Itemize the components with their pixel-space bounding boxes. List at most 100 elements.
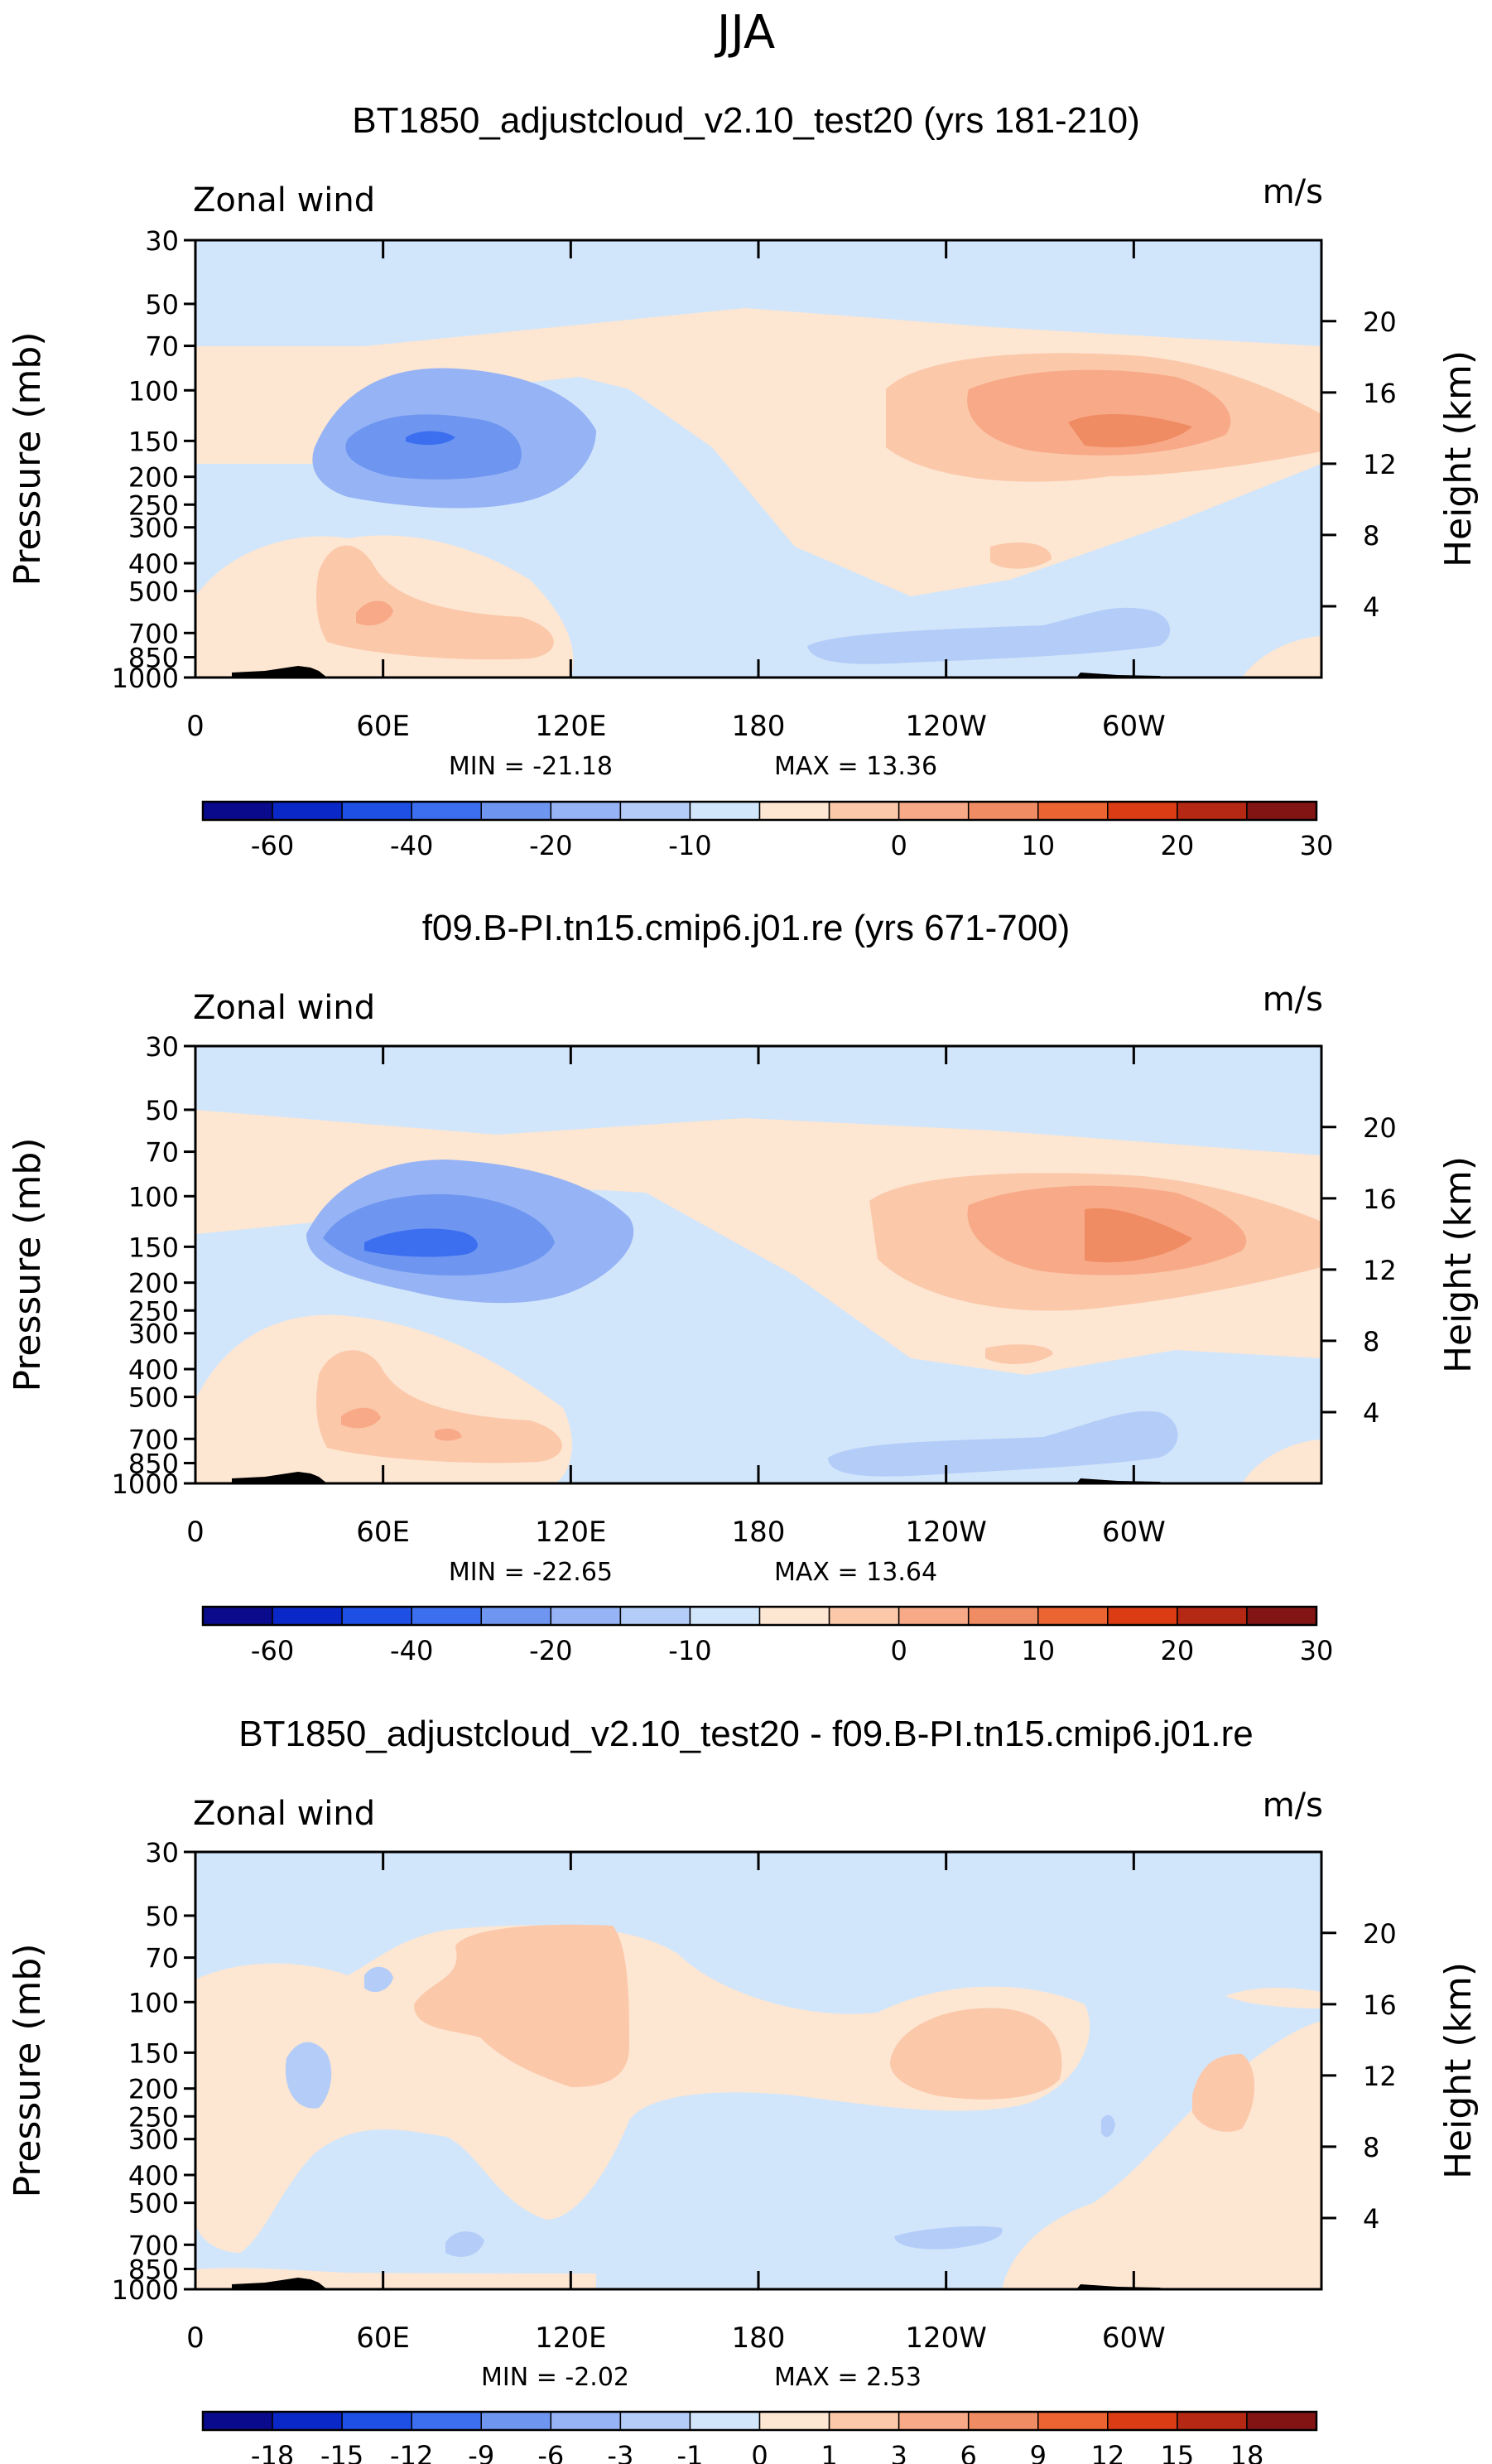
contour-fill-blue-jet-middle — [345, 414, 522, 480]
colorbar-swatch — [1107, 1606, 1178, 1626]
colorbar-label: -10 — [668, 1635, 711, 1666]
y-tick-label: 100 — [128, 1987, 179, 2018]
colorbar-swatch — [1246, 801, 1317, 821]
colorbar-swatch — [619, 1606, 691, 1626]
colorbar-swatch — [202, 1606, 273, 1626]
colorbar-swatch — [689, 801, 761, 821]
colorbar-swatch — [411, 801, 482, 821]
colorbar-label: 0 — [751, 2440, 768, 2464]
x-tick-label: 180 — [732, 1516, 786, 1549]
y-tick-label: 70 — [145, 1943, 179, 1975]
x-tick-label: 60E — [356, 710, 410, 743]
x-tick-label: 0 — [186, 1516, 205, 1549]
x-tick-label: 180 — [732, 2322, 786, 2355]
y-tick-label: 150 — [128, 2037, 179, 2069]
colorbar-swatch — [272, 801, 343, 821]
colorbar-swatch — [828, 801, 900, 821]
height-tick-label: 8 — [1363, 1326, 1379, 1357]
y-axis-title-pressure: Pressure (mb) — [7, 1944, 49, 2198]
colorbar-label: 15 — [1161, 2440, 1195, 2464]
y-tick-label: 1000 — [112, 1468, 179, 1500]
height-tick-label: 16 — [1363, 378, 1397, 409]
contour-fill-salmon-lower — [316, 545, 554, 660]
x-tick-label: 60W — [1102, 710, 1166, 743]
height-tick-label: 4 — [1363, 1397, 1379, 1429]
height-tick-label: 12 — [1363, 1255, 1397, 1286]
panel-1-variable-label: Zonal wind — [193, 181, 375, 219]
colorbar-swatch — [1177, 801, 1248, 821]
colorbar-label: 20 — [1161, 830, 1195, 861]
colorbar-swatch — [341, 801, 412, 821]
colorbar-swatch — [550, 1606, 622, 1626]
colorbar-frame — [201, 2410, 1318, 2432]
colorbar-swatch — [1177, 2411, 1248, 2431]
colorbar-swatch — [967, 801, 1039, 821]
colorbar-swatch — [341, 2411, 412, 2431]
panel-1-colorbar: -60 -40 -20 -10 0 10 20 30 — [201, 800, 1333, 861]
colorbar-swatch — [1107, 2411, 1178, 2431]
colorbar-swatch — [550, 801, 622, 821]
height-tick-label: 8 — [1363, 520, 1379, 552]
contour-fill-deep-orange-jet — [1068, 413, 1192, 448]
colorbar-label: 9 — [1030, 2440, 1047, 2464]
contour-fill-blue-lower — [807, 607, 1171, 664]
colorbar-label: 0 — [890, 830, 907, 861]
topography — [232, 2278, 327, 2289]
colorbar-swatch — [272, 1606, 343, 1626]
panel-2-max: MAX = 13.64 — [774, 1558, 937, 1587]
contour-fill-deep-orange-jet — [1085, 1208, 1192, 1263]
colorbar-label: -15 — [320, 2440, 363, 2464]
y-tick-label: 250 — [128, 1295, 179, 1327]
panel-1-max: MAX = 13.36 — [774, 752, 937, 781]
contour-fill-blue-b — [364, 1966, 393, 1993]
colorbar-swatch — [1037, 801, 1109, 821]
colorbar-swatch — [480, 1606, 552, 1626]
panel-2-variable-label: Zonal wind — [193, 989, 375, 1027]
panel-2-title: f09.B-PI.tn15.cmip6.j01.re (yrs 671-700) — [422, 908, 1071, 948]
colorbar-label: -60 — [251, 830, 294, 861]
panel-1: BT1850_adjustcloud_v2.10_test20 (yrs 181… — [7, 100, 1480, 861]
colorbar-label: -20 — [529, 1635, 572, 1666]
colorbar-swatch — [1246, 1606, 1317, 1626]
colorbar-swatch — [967, 1606, 1039, 1626]
panel-3-max: MAX = 2.53 — [774, 2363, 922, 2392]
y-axis-title-height: Height (km) — [1437, 1962, 1480, 2179]
y-tick-label: 700 — [128, 618, 179, 649]
colorbar-swatch — [758, 801, 830, 821]
panel-3-units-label: m/s — [1263, 1787, 1323, 1825]
y-tick-label: 700 — [128, 1424, 179, 1455]
contour-fill-blue-d — [894, 2226, 1003, 2249]
colorbar-swatch — [619, 2411, 691, 2431]
colorbar-label: -20 — [529, 830, 572, 861]
colorbar-swatch — [828, 2411, 900, 2431]
y-tick-label: 200 — [128, 1268, 179, 1300]
x-tick-label: 180 — [732, 710, 786, 743]
x-tick-label: 120W — [905, 2322, 987, 2355]
x-tick-label: 60E — [356, 1516, 410, 1549]
colorbar-swatch — [689, 2411, 761, 2431]
panel-3-plot — [194, 1850, 1323, 2291]
y-tick-label: 400 — [128, 548, 179, 580]
height-tick-label: 16 — [1363, 1989, 1397, 2021]
panel-2-min: MIN = -22.65 — [449, 1558, 613, 1587]
y-tick-label: 500 — [128, 2188, 179, 2220]
colorbar-label: -40 — [390, 830, 433, 861]
panel-2-units-label: m/s — [1263, 981, 1323, 1019]
y-axis-title-height: Height (km) — [1437, 350, 1480, 567]
x-tick-label: 60E — [356, 2322, 410, 2355]
colorbar-label: 30 — [1300, 1635, 1334, 1666]
contour-fill-orange-lower — [341, 1407, 381, 1429]
y-tick-label: 300 — [128, 1319, 179, 1350]
contour-fill-blue-c — [445, 2231, 484, 2257]
x-tick-label: 0 — [186, 710, 205, 743]
y-tick-label: 50 — [145, 289, 179, 321]
contour-fill-salmon-lower — [316, 1350, 562, 1463]
y-tick-label: 300 — [128, 2124, 179, 2156]
panel-2-plot — [194, 1044, 1323, 1485]
colorbar-label: 10 — [1021, 830, 1055, 861]
y-tick-label: 400 — [128, 1354, 179, 1386]
colorbar-swatch — [758, 2411, 830, 2431]
y-tick-label: 100 — [128, 375, 179, 407]
